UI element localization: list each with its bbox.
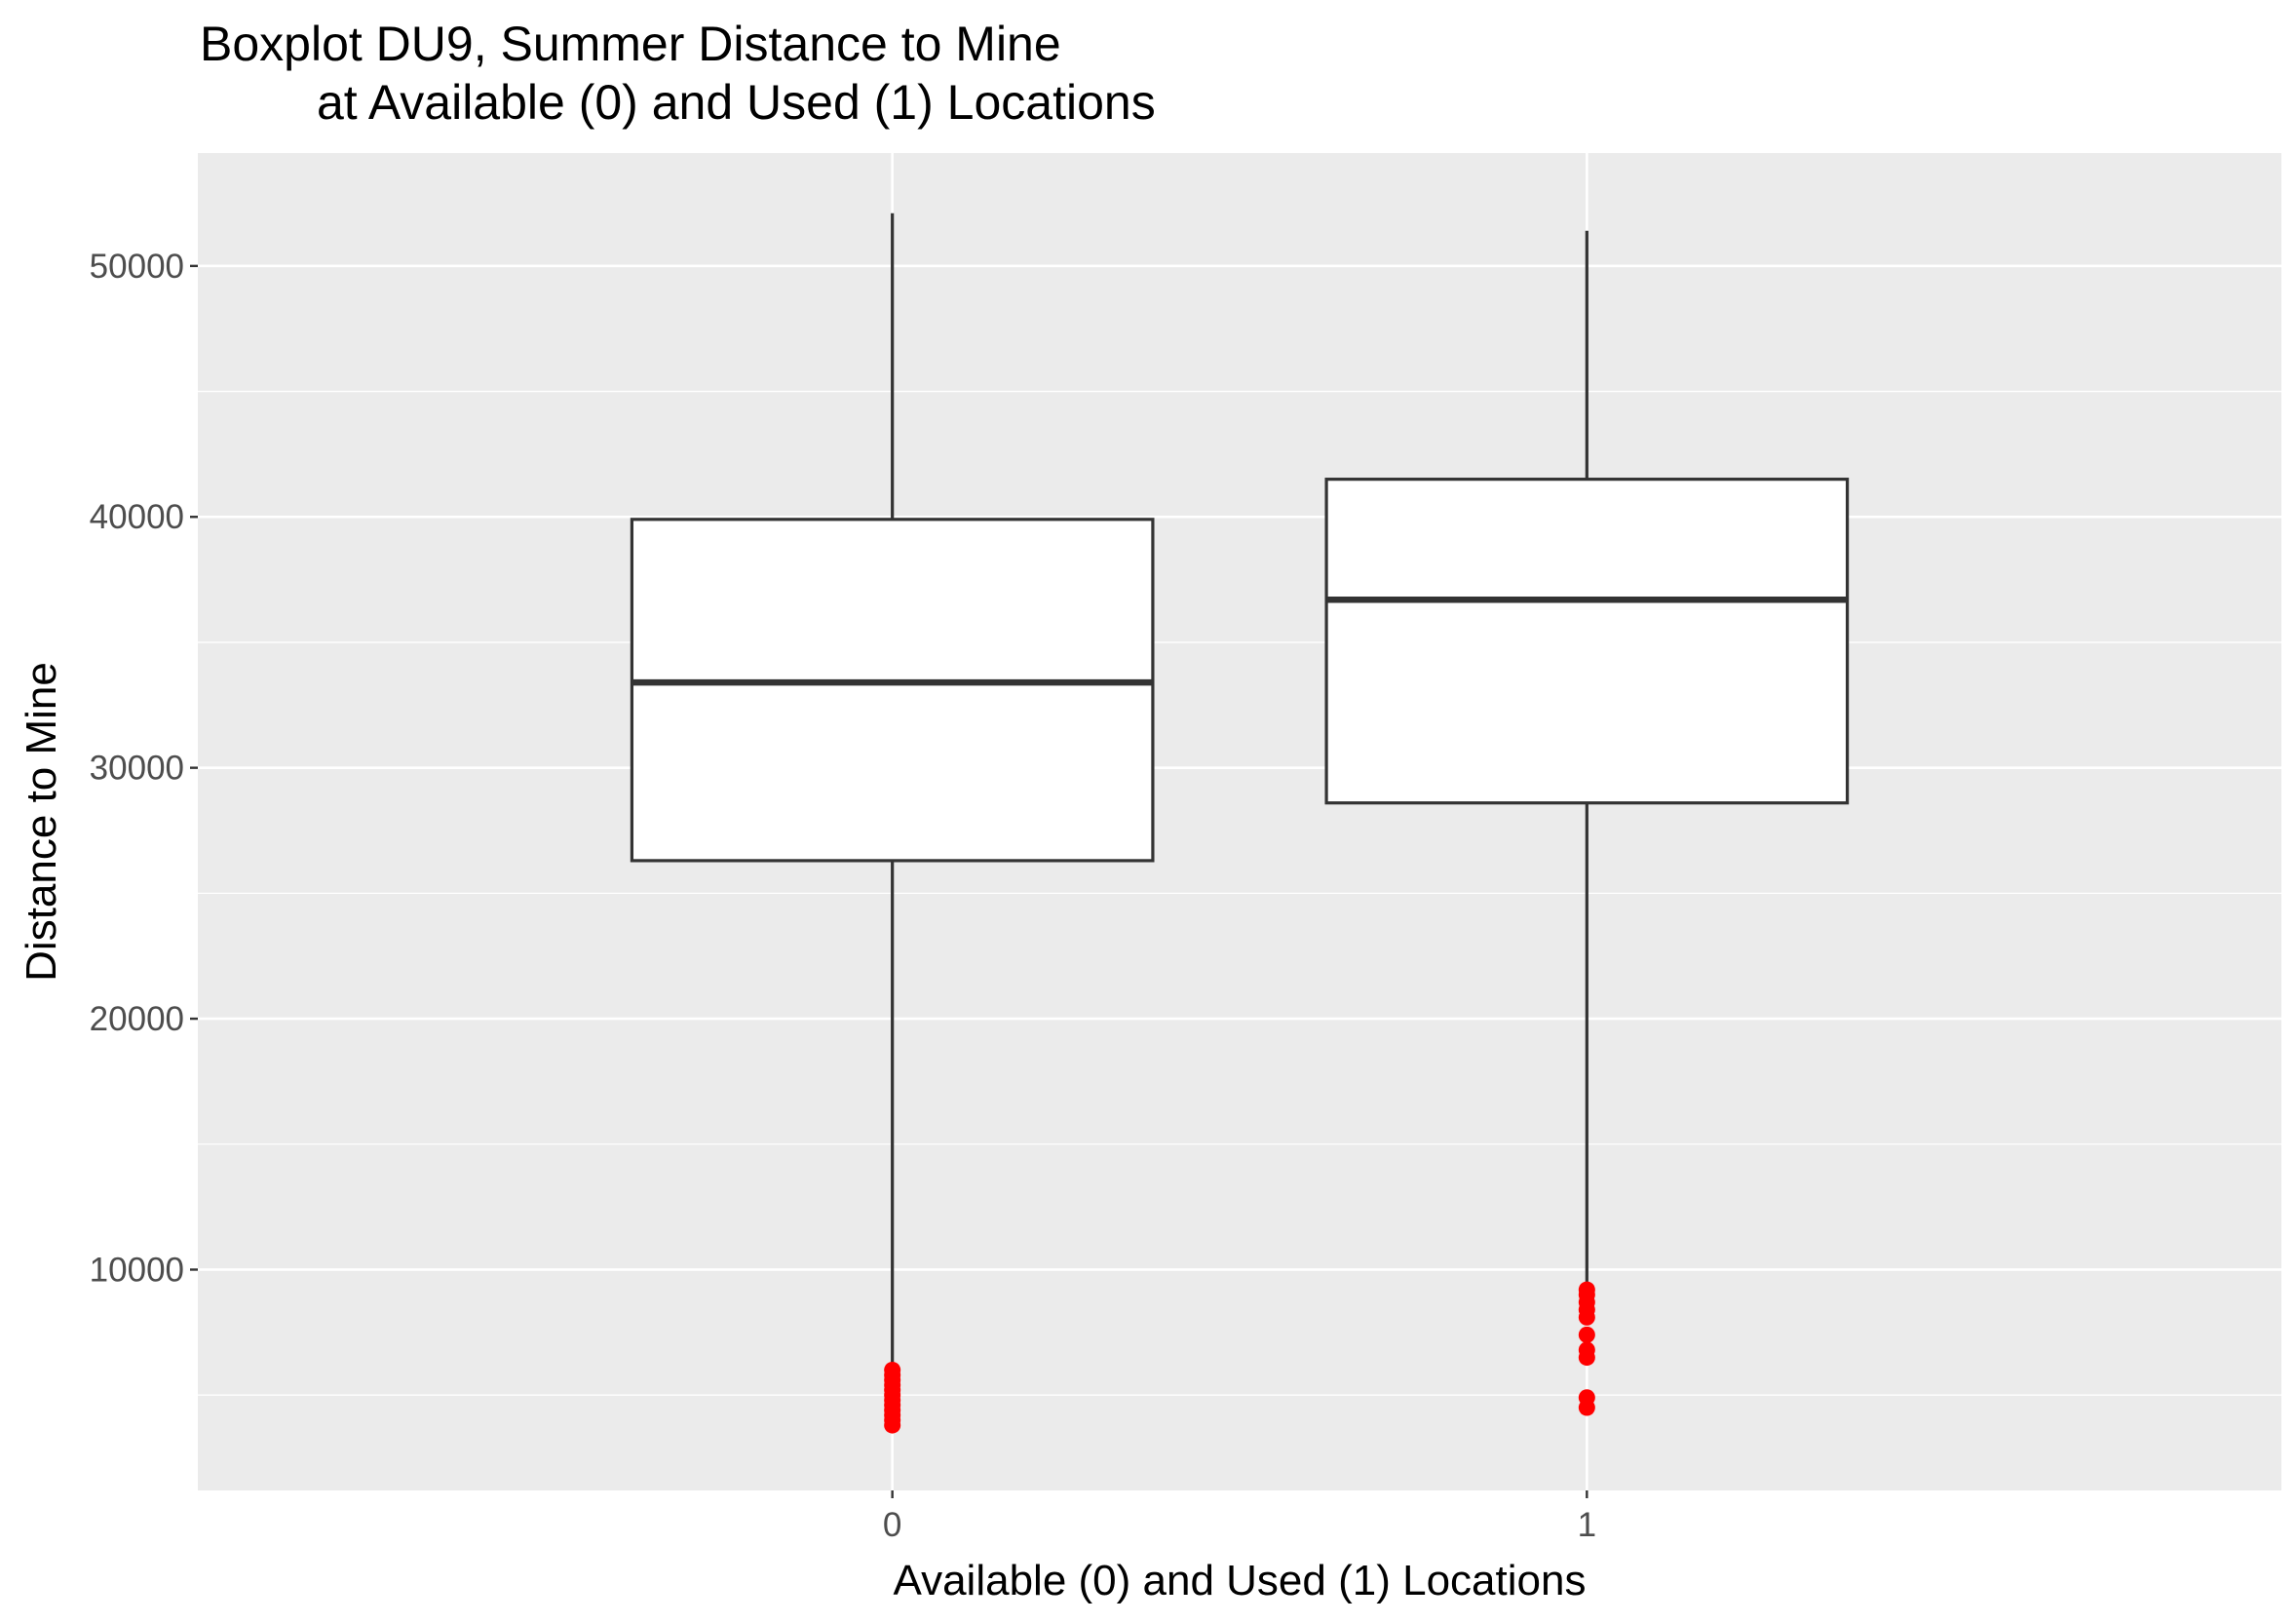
iqr-box [1324,478,1850,805]
y-tick-label: 40000 [90,498,184,536]
minor-gridlines [198,390,2281,1396]
plot-panel [198,153,2281,1490]
outlier-point [1578,1326,1595,1343]
x-axis-title: Available (0) and Used (1) Locations [894,1557,1587,1604]
y-tick-label: 10000 [90,1251,184,1289]
y-axis-title: Distance to Mine [18,662,65,982]
x-tick-label: 1 [1578,1506,1596,1544]
outlier-point [1578,1341,1595,1359]
outlier-point [1578,1281,1595,1298]
x-tick-label: 0 [883,1506,901,1544]
y-axis: 10000 20000 30000 40000 50000 [90,248,198,1289]
outlier-point [884,1361,901,1378]
y-tick-label: 20000 [90,1000,184,1038]
chart-title: Boxplot DU9, Summer Distance to Mine [200,17,1061,71]
y-tick-label: 30000 [90,750,184,788]
y-tick-label: 50000 [90,248,184,286]
boxes-layer [630,213,1850,1434]
box-group [630,213,1155,1434]
box-group [1324,230,1850,1416]
iqr-box [630,518,1155,863]
chart-subtitle: at Available (0) and Used (1) Locations [317,75,1156,130]
outlier-point [1578,1389,1595,1407]
